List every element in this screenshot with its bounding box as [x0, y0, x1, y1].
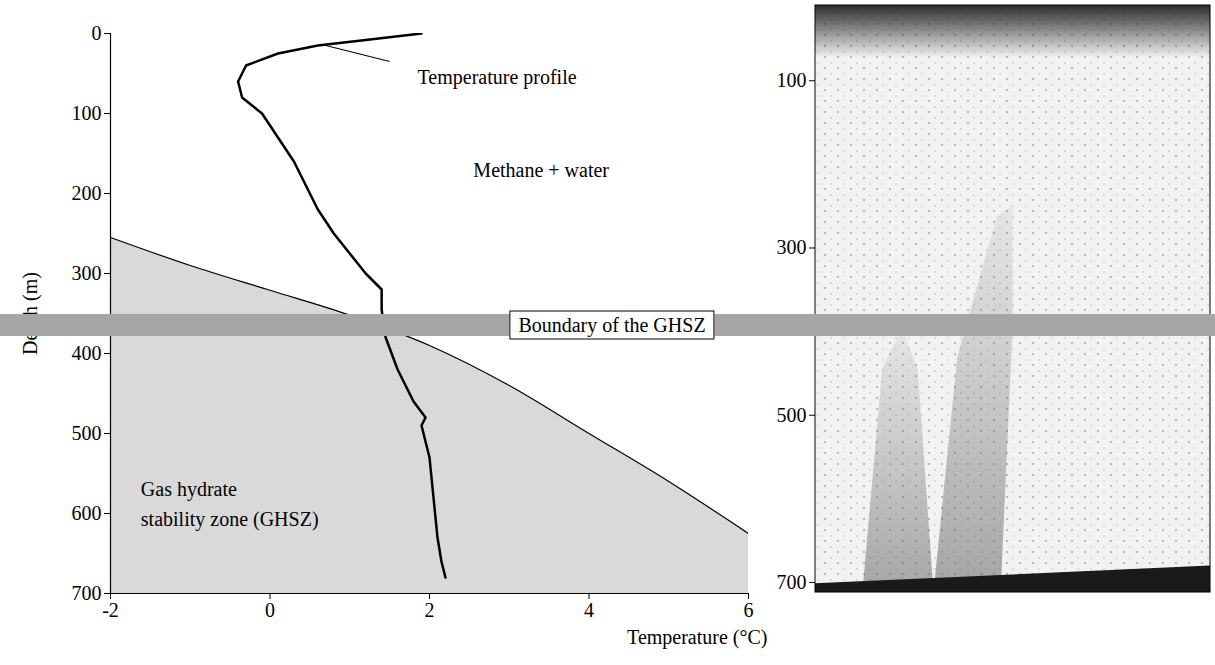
svg-text:4: 4 [584, 599, 594, 621]
svg-text:Temperature (°C): Temperature (°C) [627, 626, 767, 649]
svg-text:Temperature profile: Temperature profile [418, 66, 577, 89]
svg-text:500: 500 [777, 404, 807, 426]
svg-text:6: 6 [744, 599, 754, 621]
svg-text:0: 0 [92, 22, 102, 44]
svg-text:Gas hydratestability zone (GHS: Gas hydratestability zone (GHSZ) [141, 478, 319, 531]
svg-text:400: 400 [72, 342, 102, 364]
svg-text:Depth (m): Depth (m) [18, 272, 41, 355]
svg-text:0: 0 [265, 599, 275, 621]
svg-text:300: 300 [777, 236, 807, 258]
html-text:Boundary of the GHSZ: Boundary of the GHSZ [518, 313, 706, 336]
svg-text:700: 700 [72, 582, 102, 604]
svg-text:100: 100 [777, 69, 807, 91]
svg-text:700: 700 [777, 571, 807, 593]
svg-text:100: 100 [72, 102, 102, 124]
svg-text:Methane + water: Methane + water [473, 159, 609, 181]
svg-text:500: 500 [72, 422, 102, 444]
svg-text:-2: -2 [102, 599, 119, 621]
svg-text:600: 600 [72, 502, 102, 524]
svg-text:300: 300 [72, 262, 102, 284]
svg-text:2: 2 [425, 599, 435, 621]
svg-text:200: 200 [72, 182, 102, 204]
